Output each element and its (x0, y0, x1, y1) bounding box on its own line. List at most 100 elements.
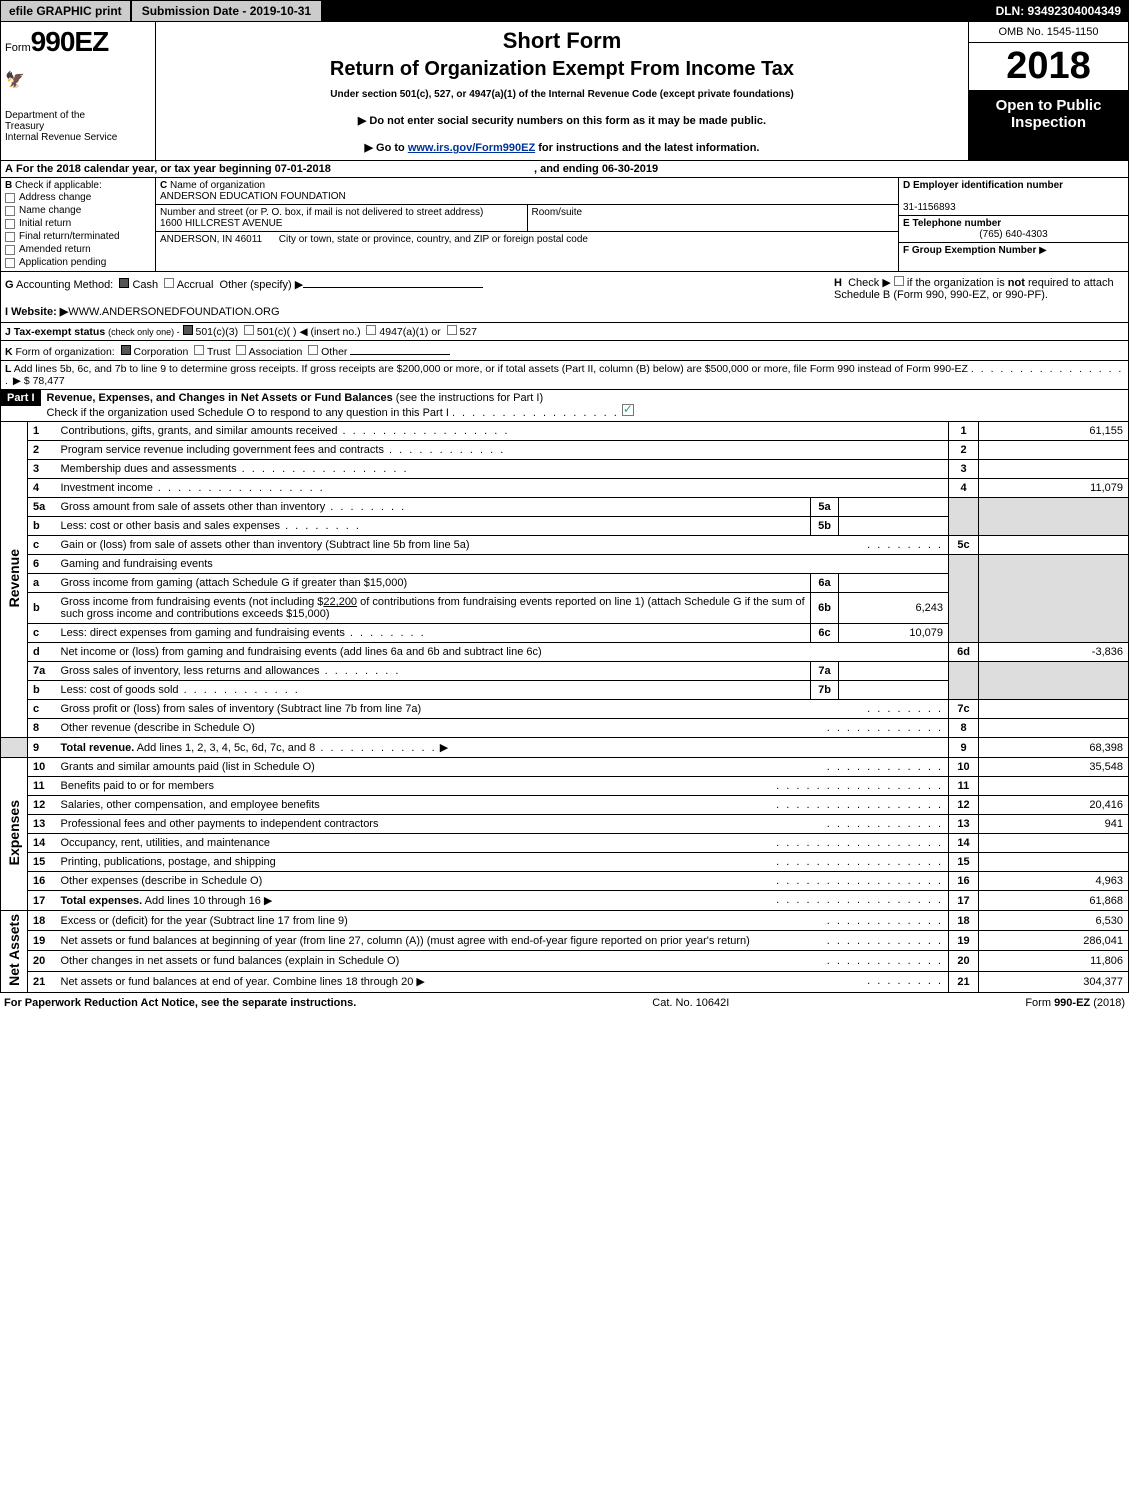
amount (979, 834, 1129, 853)
chk-address-change[interactable]: Address change (5, 191, 151, 204)
footer-catno: Cat. No. 10642I (652, 997, 729, 1009)
line-desc: Investment income (56, 479, 949, 498)
numcol: 16 (949, 872, 979, 891)
line-18: Net Assets 18 Excess or (deficit) for th… (1, 911, 1129, 931)
line-desc: Contributions, gifts, grants, and simila… (56, 422, 949, 441)
j-501c-checkbox-icon[interactable] (244, 325, 254, 335)
dots (867, 539, 943, 551)
f-group-row: F Group Exemption Number ▶ (899, 243, 1128, 271)
dots (776, 780, 943, 792)
linenum: 13 (28, 815, 56, 834)
website-line: I Website: ▶WWW.ANDERSONEDFOUNDATION.ORG (5, 305, 834, 318)
department-label: Department of the Treasury Internal Reve… (5, 110, 151, 143)
line-desc: Program service revenue including govern… (56, 441, 949, 460)
c-name-row: C Name of organization ANDERSON EDUCATIO… (156, 178, 898, 205)
dots (827, 722, 943, 734)
line-desc: Net assets or fund balances at beginning… (56, 931, 949, 951)
website-link[interactable]: WWW.ANDERSONEDFOUNDATION.ORG (68, 306, 279, 318)
d-ein-row: D Employer identification number 31-1156… (899, 178, 1128, 216)
desc-text: Professional fees and other payments to … (61, 818, 379, 830)
revenue-vtext: Revenue (6, 549, 22, 607)
l-amount: ▶ $ 78,477 (13, 375, 65, 387)
website-label: I Website: ▶ (5, 306, 68, 318)
accrual-checkbox-icon[interactable] (164, 278, 174, 288)
linenum: 8 (28, 719, 56, 738)
g-accrual: Accrual (177, 279, 214, 291)
part1-schedule-o-checkbox-icon[interactable] (622, 404, 634, 416)
line-17: 17 Total expenses. Add lines 10 through … (1, 891, 1129, 911)
j-label: J Tax-exempt status (5, 326, 105, 338)
footer-left: For Paperwork Reduction Act Notice, see … (4, 997, 356, 1009)
line-desc: Other revenue (describe in Schedule O) (56, 719, 949, 738)
spacer (1, 738, 28, 758)
section-bcd: B Check if applicable: Address change Na… (0, 178, 1129, 272)
desc-text: Add lines 10 through 16 (142, 895, 261, 907)
numcol: 21 (949, 971, 979, 992)
linenum: 21 (28, 971, 56, 992)
part1-check-line: Check if the organization used Schedule … (47, 407, 449, 419)
j-501c3-checkbox-icon[interactable] (183, 325, 193, 335)
line-desc: Total revenue. Add lines 1, 2, 3, 4, 5c,… (56, 738, 949, 758)
linenum: 15 (28, 853, 56, 872)
chk-amended-return[interactable]: Amended return (5, 243, 151, 256)
amount (979, 460, 1129, 479)
k-trust-checkbox-icon[interactable] (194, 345, 204, 355)
treasury-eagle-icon: 🦅 (5, 70, 25, 90)
dots (827, 955, 943, 967)
linenum: 2 (28, 441, 56, 460)
line-desc: Gain or (loss) from sale of assets other… (56, 536, 949, 555)
h-check: H Check ▶ if the organization is not req… (834, 276, 1124, 318)
line-desc: Less: direct expenses from gaming and fu… (56, 624, 811, 643)
b-label: B (5, 180, 12, 191)
line-a-label: A (5, 163, 13, 175)
desc-text: Gross sales of inventory, less returns a… (61, 665, 320, 677)
expenses-vtext: Expenses (6, 800, 22, 865)
numcol: 5c (949, 536, 979, 555)
linenum: a (28, 574, 56, 593)
chk-initial-return[interactable]: Initial return (5, 217, 151, 230)
part1-paren: (see the instructions for Part I) (396, 392, 543, 404)
linenum: b (28, 517, 56, 536)
line-desc: Grants and similar amounts paid (list in… (56, 758, 949, 777)
part1-dots (452, 407, 619, 419)
desc-text: Printing, publications, postage, and shi… (61, 856, 276, 868)
line-13: 13 Professional fees and other payments … (1, 815, 1129, 834)
main-table: Revenue 1 Contributions, gifts, grants, … (0, 422, 1129, 993)
street-label: Number and street (or P. O. box, if mail… (160, 207, 483, 218)
dots (237, 463, 409, 475)
h-label: H (834, 277, 842, 289)
h-checkbox-icon[interactable] (894, 276, 904, 286)
other-blank (303, 276, 483, 288)
line-4: 4 Investment income 4 11,079 (1, 479, 1129, 498)
linenum: 16 (28, 872, 56, 891)
city-value: ANDERSON, IN 46011 (160, 234, 262, 245)
e-phone-row: E Telephone number (765) 640-4303 (899, 216, 1128, 243)
chk-application-pending[interactable]: Application pending (5, 256, 151, 269)
dots (776, 799, 943, 811)
j-4947-checkbox-icon[interactable] (366, 325, 376, 335)
amount: 68,398 (979, 738, 1129, 758)
j-527-checkbox-icon[interactable] (447, 325, 457, 335)
efile-print-button[interactable]: efile GRAPHIC print (0, 0, 131, 22)
c-city-row: ANDERSON, IN 46011 City or town, state o… (156, 232, 898, 247)
checkbox-icon (5, 206, 15, 216)
k-other-checkbox-icon[interactable] (308, 345, 318, 355)
f-label: F Group Exemption Number (903, 245, 1036, 256)
line-desc: Gross income from fundraising events (no… (56, 593, 811, 624)
linenum: c (28, 700, 56, 719)
cash-checkbox-icon[interactable] (119, 278, 129, 288)
form-prefix: Form (5, 42, 31, 54)
k-corp-checkbox-icon[interactable] (121, 345, 131, 355)
subnum: 5a (811, 498, 839, 517)
dots (153, 482, 325, 494)
irs-link[interactable]: www.irs.gov/Form990EZ (408, 142, 535, 154)
chk-final-return[interactable]: Final return/terminated (5, 230, 151, 243)
amount: 941 (979, 815, 1129, 834)
dots (827, 761, 943, 773)
g-label: G (5, 279, 14, 291)
k-assoc-checkbox-icon[interactable] (236, 345, 246, 355)
part1-title: Revenue, Expenses, and Changes in Net As… (47, 392, 393, 404)
omb-number: OMB No. 1545-1150 (969, 22, 1128, 43)
chk-name-change[interactable]: Name change (5, 204, 151, 217)
l-text: Add lines 5b, 6c, and 7b to line 9 to de… (14, 363, 968, 375)
